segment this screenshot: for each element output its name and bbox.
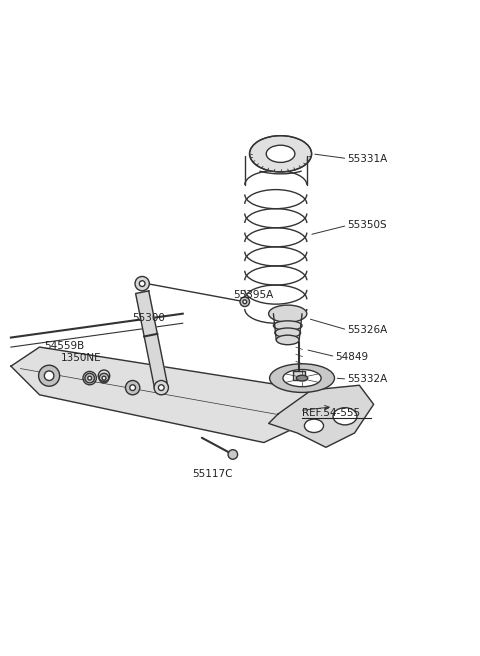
FancyBboxPatch shape xyxy=(293,371,305,380)
Text: 55300: 55300 xyxy=(132,314,166,323)
Circle shape xyxy=(228,450,238,459)
Text: 55350S: 55350S xyxy=(348,220,387,230)
Ellipse shape xyxy=(266,145,295,163)
Polygon shape xyxy=(136,291,168,389)
Text: 55395A: 55395A xyxy=(233,289,273,300)
Text: 55331A: 55331A xyxy=(348,154,388,163)
Circle shape xyxy=(38,365,60,386)
Ellipse shape xyxy=(333,407,357,425)
Text: 1350NE: 1350NE xyxy=(61,352,102,363)
Text: 55117C: 55117C xyxy=(192,468,233,479)
Circle shape xyxy=(102,376,106,380)
Circle shape xyxy=(243,300,247,304)
Circle shape xyxy=(44,371,54,380)
Polygon shape xyxy=(269,385,373,447)
Ellipse shape xyxy=(274,321,302,331)
Ellipse shape xyxy=(296,375,308,381)
Text: REF.54-555: REF.54-555 xyxy=(302,408,360,418)
Circle shape xyxy=(99,373,109,383)
Ellipse shape xyxy=(275,328,300,338)
Ellipse shape xyxy=(276,335,299,344)
Circle shape xyxy=(154,380,168,395)
Circle shape xyxy=(85,373,95,383)
Ellipse shape xyxy=(250,136,312,172)
Circle shape xyxy=(88,376,92,380)
Ellipse shape xyxy=(304,419,324,432)
Text: 55326A: 55326A xyxy=(348,325,388,335)
Ellipse shape xyxy=(269,305,307,322)
Circle shape xyxy=(125,380,140,395)
Text: 54559B: 54559B xyxy=(44,341,84,351)
Circle shape xyxy=(158,385,164,390)
Text: 54849: 54849 xyxy=(336,352,369,361)
Ellipse shape xyxy=(270,364,335,392)
Circle shape xyxy=(139,281,145,287)
Circle shape xyxy=(135,276,149,291)
Ellipse shape xyxy=(283,369,321,386)
Circle shape xyxy=(240,297,250,306)
Polygon shape xyxy=(11,347,345,443)
Circle shape xyxy=(130,385,135,390)
Text: 55332A: 55332A xyxy=(348,374,388,384)
